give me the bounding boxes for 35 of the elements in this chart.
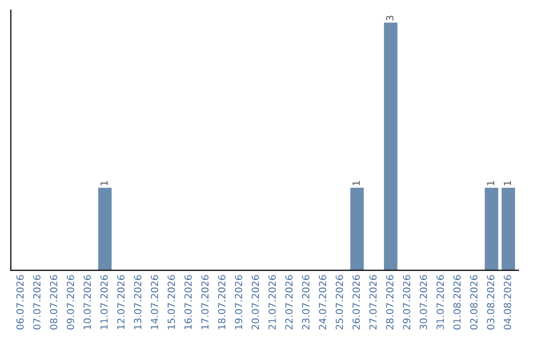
- x-tick-label: 31.07.2026: [436, 275, 444, 330]
- x-tick-label: 11.07.2026: [100, 275, 108, 330]
- x-tick-label: 06.07.2026: [16, 275, 24, 330]
- data-label: 1: [504, 181, 511, 186]
- x-tick-label: 02.08.2026: [470, 275, 478, 330]
- x-tick-label: 08.07.2026: [50, 275, 58, 330]
- x-tick-label: 01.08.2026: [453, 275, 461, 330]
- x-tick-label: 17.07.2026: [201, 275, 209, 330]
- data-label: 3: [386, 16, 394, 20]
- x-tick-label: 07.07.2026: [33, 275, 41, 330]
- x-tick-label: 10.07.2026: [84, 275, 91, 330]
- x-tick-label: 18.07.2026: [218, 275, 226, 330]
- x-tick-label: 16.07.2026: [184, 275, 192, 330]
- x-tick-label: 25.07.2026: [336, 275, 344, 330]
- x-tick-label: 29.07.2026: [402, 275, 410, 330]
- x-tick-label: 20.07.2026: [252, 275, 260, 330]
- x-tick-label: 14.07.2026: [150, 275, 158, 330]
- x-tick-label: 30.07.2026: [420, 275, 428, 330]
- x-tick-label: 03.08.2026: [486, 275, 494, 330]
- x-tick-label: 09.07.2026: [66, 275, 74, 330]
- x-tick-label: 22.07.2026: [285, 275, 293, 330]
- x-tick-label: 19.07.2026: [234, 275, 242, 330]
- data-label: 1: [100, 181, 108, 186]
- x-tick-label: 27.07.2026: [369, 275, 377, 330]
- x-tick-label: 15.07.2026: [168, 275, 175, 330]
- x-tick-label: 26.07.2026: [352, 275, 360, 330]
- x-tick-label: 21.07.2026: [268, 275, 276, 330]
- x-tick-label: 12.07.2026: [117, 275, 125, 330]
- data-label: 1: [487, 181, 494, 186]
- x-tick-label: 23.07.2026: [302, 275, 310, 330]
- x-tick-label: 13.07.2026: [134, 275, 142, 330]
- data-label: 1: [352, 181, 360, 186]
- x-tick-label: 04.08.2026: [504, 275, 512, 330]
- x-tick-label: 28.07.2026: [386, 275, 394, 330]
- x-tick-label: 24.07.2026: [318, 275, 326, 330]
